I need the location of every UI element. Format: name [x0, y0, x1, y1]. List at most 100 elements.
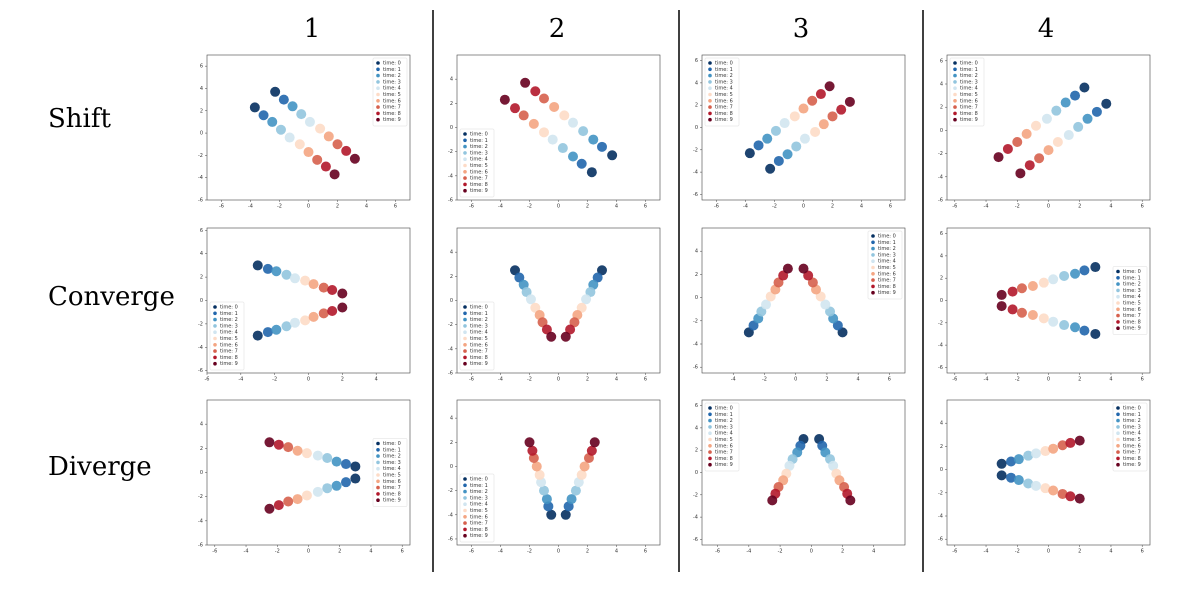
point — [331, 480, 342, 491]
y-tick-label: 4 — [200, 422, 203, 428]
point — [337, 302, 348, 313]
legend-label: time: 2 — [470, 144, 488, 150]
legend-label: time: 5 — [470, 163, 488, 169]
legend-label: time: 0 — [470, 132, 488, 138]
y-tick-label: -2 — [448, 149, 453, 155]
y-tick-label: 0 — [695, 470, 698, 476]
point — [568, 151, 578, 162]
legend-label: time: 7 — [878, 278, 896, 284]
point — [320, 161, 331, 172]
legend-label: time: 3 — [383, 460, 401, 466]
y-tick-label: -6 — [938, 537, 943, 543]
legend-marker — [1116, 294, 1120, 299]
point — [294, 139, 305, 150]
legend-label: time: 9 — [715, 117, 733, 123]
legend-marker — [463, 182, 467, 187]
legend-marker — [953, 92, 957, 97]
point — [340, 459, 351, 470]
point — [349, 153, 360, 164]
legend-marker — [463, 496, 467, 500]
x-tick-label: 4 — [860, 204, 863, 210]
legend-marker — [376, 466, 380, 471]
x-tick-label: -6 — [952, 549, 957, 555]
legend-label: time: 0 — [470, 477, 488, 483]
legend-label: time: 0 — [715, 61, 733, 67]
legend-marker — [463, 151, 467, 155]
legend-marker — [463, 349, 467, 353]
point — [340, 477, 351, 488]
legend-label: time: 0 — [470, 305, 488, 311]
legend-label: time: 4 — [1123, 294, 1141, 300]
x-tick-label: -6 — [714, 204, 719, 210]
legend-label: time: 4 — [383, 466, 401, 472]
legend-marker — [1116, 444, 1120, 448]
point — [1034, 153, 1045, 164]
x-tick-label: 2 — [586, 549, 589, 555]
y-tick-label: 2 — [940, 276, 943, 282]
x-tick-label: -4 — [984, 377, 989, 383]
point — [518, 110, 529, 121]
legend-label: time: 3 — [960, 79, 978, 85]
point — [341, 145, 352, 156]
point — [350, 461, 361, 472]
y-tick-label: 4 — [940, 82, 943, 88]
legend-label: time: 9 — [960, 117, 978, 123]
legend-marker — [1116, 313, 1120, 318]
y-tick-label: 4 — [200, 251, 203, 257]
x-tick-label: 0 — [1047, 377, 1050, 383]
point — [761, 299, 772, 310]
legend-label: time: 0 — [715, 406, 733, 412]
x-tick-label: -4 — [238, 377, 243, 383]
point — [327, 284, 338, 295]
point — [1041, 113, 1052, 124]
legend-marker — [1116, 418, 1120, 423]
legend-marker — [871, 246, 875, 251]
point — [767, 495, 778, 506]
point — [267, 116, 278, 127]
legend-box — [372, 438, 408, 507]
legend-label: time: 3 — [470, 495, 488, 501]
legend-label: time: 8 — [470, 182, 488, 188]
legend-label: time: 7 — [383, 485, 401, 491]
point — [539, 485, 549, 496]
legend-marker — [871, 240, 875, 245]
legend-marker — [708, 444, 712, 448]
legend-marker — [708, 456, 712, 461]
point — [1027, 310, 1038, 320]
point — [284, 132, 295, 143]
point — [586, 445, 597, 456]
legend-marker — [871, 290, 875, 295]
point — [281, 269, 292, 280]
legend-label: time: 4 — [220, 330, 238, 336]
legend-marker — [871, 272, 875, 276]
point — [329, 169, 340, 180]
point — [782, 263, 793, 274]
point — [1048, 443, 1059, 454]
y-tick-label: -4 — [198, 175, 203, 181]
legend-box — [867, 230, 903, 300]
x-tick-label: 2 — [586, 377, 589, 383]
point — [262, 327, 273, 338]
legend-marker — [1116, 431, 1120, 436]
legend-marker — [463, 305, 467, 309]
legend-label: time: 5 — [1123, 301, 1141, 307]
legend-label: time: 5 — [220, 336, 238, 342]
legend-marker — [463, 317, 467, 322]
legend-label: time: 2 — [1123, 418, 1141, 424]
point — [271, 266, 282, 277]
point — [312, 154, 323, 165]
legend-label: time: 1 — [470, 138, 488, 144]
x-tick-label: -2 — [1015, 204, 1020, 210]
legend-label: time: 7 — [1123, 450, 1141, 456]
point — [576, 158, 587, 169]
x-tick-label: 0 — [557, 549, 560, 555]
point — [1027, 281, 1038, 291]
legend-label: time: 6 — [715, 443, 733, 449]
y-tick-label: -6 — [693, 365, 698, 371]
x-tick-label: -6 — [469, 204, 474, 210]
legend-marker — [871, 265, 875, 270]
legend-marker — [708, 437, 712, 442]
legend-label: time: 7 — [715, 105, 733, 111]
point — [566, 494, 577, 505]
point — [534, 469, 545, 480]
